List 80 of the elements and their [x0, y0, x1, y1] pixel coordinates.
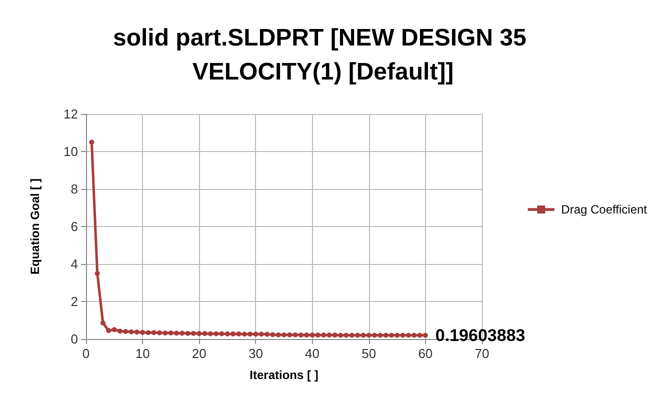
- point: [157, 330, 162, 336]
- y-axis-title: Equation Goal [ ]: [28, 178, 42, 274]
- point: [321, 332, 326, 338]
- point: [134, 330, 140, 335]
- point: [326, 332, 332, 338]
- point: [151, 330, 156, 336]
- point: [264, 332, 270, 337]
- point: [332, 332, 338, 338]
- x-tick-label: 70: [474, 346, 490, 361]
- point: [219, 331, 224, 336]
- point: [349, 332, 354, 338]
- point: [230, 331, 236, 336]
- point: [422, 332, 428, 338]
- point: [360, 332, 366, 338]
- point: [202, 331, 208, 336]
- point: [106, 328, 112, 334]
- x-tick-label: 0: [82, 346, 90, 361]
- point: [162, 330, 168, 336]
- point: [190, 330, 196, 336]
- point: [292, 332, 298, 338]
- point: [372, 332, 378, 338]
- point: [355, 332, 360, 338]
- point: [310, 332, 315, 338]
- point: [140, 330, 146, 335]
- point: [224, 331, 230, 336]
- chart-title: solid part.SLDPRT [NEW DESIGN 35 VELOCITY(1) [Default]]: [112, 24, 534, 86]
- y-tick-label: 10: [64, 144, 78, 159]
- point: [123, 329, 128, 334]
- y-tick-label: 2: [70, 294, 78, 309]
- x-tick-label: 50: [362, 346, 376, 361]
- x-axis-title: Iterations [ ]: [250, 368, 318, 382]
- point: [344, 332, 349, 338]
- point: [180, 330, 185, 336]
- point: [89, 140, 94, 145]
- point: [253, 332, 258, 337]
- point: [400, 332, 406, 338]
- point: [383, 332, 388, 338]
- point: [276, 332, 281, 338]
- x-tick-label: 20: [192, 346, 206, 361]
- point: [406, 332, 411, 338]
- point: [185, 330, 190, 336]
- point: [117, 328, 122, 334]
- y-tick-label: 8: [70, 182, 78, 196]
- point: [208, 331, 213, 336]
- point: [168, 330, 174, 336]
- point: [94, 270, 100, 276]
- point: [112, 327, 117, 332]
- point: [366, 332, 372, 338]
- x-tick-label: 40: [305, 346, 320, 361]
- point: [248, 332, 253, 337]
- annotation: 0.19603883: [435, 326, 526, 345]
- point: [388, 332, 394, 338]
- point: [174, 330, 180, 336]
- point: [394, 332, 400, 338]
- y-tick-label: 6: [70, 219, 78, 234]
- point: [258, 332, 264, 337]
- x-tick-label: 60: [418, 346, 433, 361]
- point: [315, 332, 320, 338]
- point: [100, 320, 106, 326]
- x-tick-label: 30: [248, 346, 263, 361]
- point: [412, 332, 417, 338]
- point: [242, 332, 247, 337]
- point: [282, 332, 286, 338]
- point: [128, 329, 134, 334]
- point: [196, 331, 202, 336]
- y-tick-label: 12: [64, 106, 78, 122]
- point: [236, 331, 242, 336]
- point: [378, 332, 383, 338]
- y-tick-label: 0: [70, 332, 78, 346]
- point: [287, 332, 292, 338]
- point: [304, 332, 310, 338]
- legend-label: Drag Coefficient: [561, 202, 648, 216]
- point: [214, 331, 219, 336]
- point: [270, 332, 276, 338]
- point: [417, 332, 422, 338]
- point: [146, 330, 151, 336]
- point: [338, 332, 344, 338]
- x-tick-label: 10: [135, 346, 150, 361]
- y-tick-label: 4: [70, 256, 78, 272]
- point: [298, 332, 304, 338]
